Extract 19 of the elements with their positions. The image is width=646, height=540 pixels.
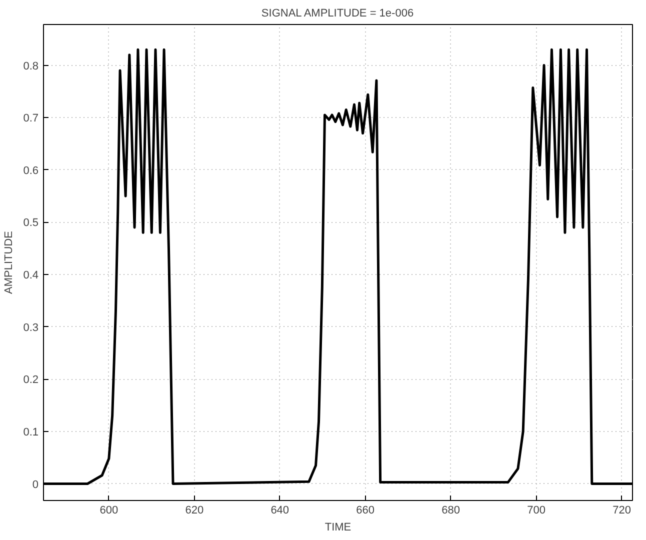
y-tick-label: 0.3 <box>23 322 39 334</box>
x-axis-title: TIME <box>324 522 352 534</box>
y-tick-label: 0.8 <box>23 60 39 72</box>
x-tick-label: 680 <box>442 504 460 516</box>
y-tick-label: 0.5 <box>23 217 39 230</box>
x-tick-label: 720 <box>612 504 631 516</box>
chart-title: SIGNAL AMPLITUDE = 1e-006 <box>261 8 414 20</box>
y-tick-label: 0.2 <box>23 374 39 386</box>
y-tick-label: 0.7 <box>23 112 39 125</box>
x-tick-label: 640 <box>270 504 290 516</box>
y-tick-label: 0.6 <box>23 164 39 177</box>
x-tick-label: 600 <box>100 504 118 516</box>
x-tick-label: 620 <box>185 504 204 516</box>
y-tick-label: 0 <box>32 478 39 491</box>
x-tick-label: 660 <box>356 504 375 516</box>
y-tick-label: 0.1 <box>23 426 39 438</box>
y-axis-title: AMPLITUDE <box>3 231 16 294</box>
x-tick-label: 700 <box>527 504 546 516</box>
y-tick-label: 0.4 <box>23 270 39 282</box>
